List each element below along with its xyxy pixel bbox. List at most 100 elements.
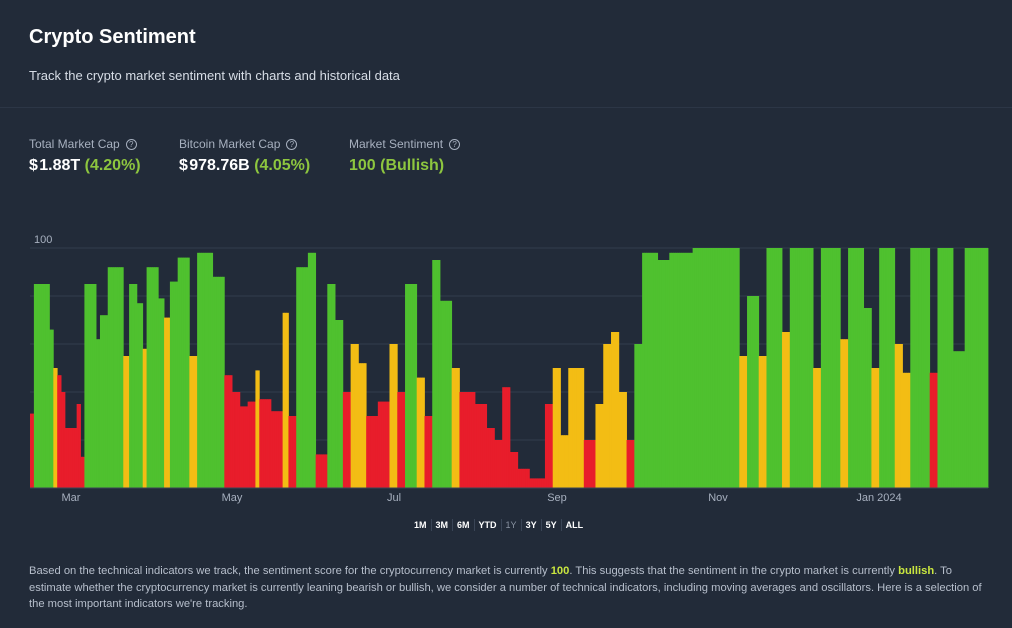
sentiment-bar[interactable] [754,296,758,488]
sentiment-bar[interactable] [690,252,694,488]
sentiment-bar[interactable] [76,404,79,488]
range-button-ytd[interactable]: YTD [475,519,502,531]
sentiment-bar[interactable] [33,284,37,488]
sentiment-bar[interactable] [620,392,624,488]
sentiment-bar[interactable] [556,368,559,488]
sentiment-bar[interactable] [855,248,859,488]
sentiment-bar[interactable] [356,344,359,488]
sentiment-bar[interactable] [154,267,157,488]
sentiment-bar[interactable] [368,416,371,488]
sentiment-bar[interactable] [614,332,618,488]
sentiment-bar[interactable] [171,281,175,488]
sentiment-bar[interactable] [346,392,350,488]
sentiment-bar[interactable] [778,248,781,488]
sentiment-bar[interactable] [824,248,828,488]
sentiment-bar[interactable] [255,370,258,488]
sentiment-bar[interactable] [667,260,670,488]
sentiment-bar[interactable] [579,368,583,488]
sentiment-bar[interactable] [142,348,146,488]
sentiment-bar[interactable] [31,413,35,488]
sentiment-bar[interactable] [552,368,556,488]
sentiment-bar[interactable] [770,248,773,488]
sentiment-bar[interactable] [414,284,418,488]
sentiment-bar[interactable] [875,368,878,488]
sentiment-bar[interactable] [331,284,334,488]
sentiment-bar[interactable] [836,248,839,488]
sentiment-bar[interactable] [471,392,474,488]
sentiment-bar[interactable] [885,248,888,488]
sentiment-bar[interactable] [119,267,122,488]
sentiment-bar[interactable] [820,248,824,488]
sentiment-bar[interactable] [463,392,466,488]
sentiment-bar[interactable] [686,252,690,488]
sentiment-bar[interactable] [508,387,511,488]
sentiment-bar[interactable] [772,248,775,488]
sentiment-bar[interactable] [177,257,181,488]
sentiment-bar[interactable] [902,372,905,488]
sentiment-bar[interactable] [976,248,979,488]
sentiment-bar[interactable] [292,416,295,488]
sentiment-bar[interactable] [391,344,394,488]
sentiment-bar[interactable] [809,248,812,488]
sentiment-bar[interactable] [632,440,635,488]
sentiment-bar[interactable] [55,368,58,488]
sentiment-bar[interactable] [432,260,435,488]
sentiment-bar[interactable] [121,267,124,488]
sentiment-bar[interactable] [370,416,373,488]
sentiment-bar[interactable] [323,454,326,488]
sentiment-bar[interactable] [224,375,227,488]
sentiment-bar[interactable] [449,300,453,488]
sentiment-bar[interactable] [469,392,472,488]
sentiment-bar[interactable] [408,284,412,488]
sentiment-bar[interactable] [113,267,116,488]
sentiment-bar[interactable] [364,363,367,488]
sentiment-bar[interactable] [144,348,147,488]
sentiment-bar[interactable] [340,320,344,488]
sentiment-bar[interactable] [805,248,808,488]
sentiment-bar[interactable] [766,248,769,488]
sentiment-bar[interactable] [815,368,818,488]
sentiment-bar[interactable] [434,260,437,488]
sentiment-bar[interactable] [813,368,816,488]
sentiment-bar[interactable] [290,416,293,488]
sentiment-bar[interactable] [338,320,342,488]
sentiment-bar[interactable] [791,248,795,488]
sentiment-bar[interactable] [896,344,900,488]
sentiment-bar[interactable] [748,296,752,488]
sentiment-bar[interactable] [294,416,297,488]
sentiment-bar[interactable] [595,404,598,488]
sentiment-bar[interactable] [974,248,977,488]
sentiment-bar[interactable] [47,284,50,488]
sentiment-bar[interactable] [834,248,837,488]
sentiment-bar[interactable] [616,332,620,488]
sentiment-bar[interactable] [259,399,262,488]
sentiment-bar[interactable] [183,257,186,488]
sentiment-bar[interactable] [218,276,221,488]
sentiment-bar[interactable] [245,406,249,488]
sentiment-bar[interactable] [247,401,250,488]
sentiment-bar[interactable] [201,252,204,488]
sentiment-bar[interactable] [630,440,633,488]
sentiment-bar[interactable] [86,284,89,488]
sentiment-bar[interactable] [721,248,725,488]
sentiment-bar[interactable] [741,356,744,488]
sentiment-bar[interactable] [607,344,610,488]
sentiment-bar[interactable] [583,440,587,488]
sentiment-bar[interactable] [420,377,423,488]
sentiment-bar[interactable] [533,478,536,488]
sentiment-bar[interactable] [35,284,39,488]
sentiment-bar[interactable] [688,252,692,488]
sentiment-bar[interactable] [426,416,429,488]
sentiment-bar[interactable] [710,248,713,488]
sentiment-bar[interactable] [671,252,674,488]
sentiment-bar[interactable] [962,351,966,488]
sentiment-bar[interactable] [622,392,626,488]
sentiment-bar[interactable] [696,248,699,488]
sentiment-bar[interactable] [714,248,717,488]
sentiment-bar[interactable] [729,248,732,488]
sentiment-bar[interactable] [288,416,291,488]
sentiment-bar[interactable] [842,339,845,488]
sentiment-bar[interactable] [263,399,266,488]
sentiment-bar[interactable] [156,267,159,488]
sentiment-bar[interactable] [655,252,659,488]
